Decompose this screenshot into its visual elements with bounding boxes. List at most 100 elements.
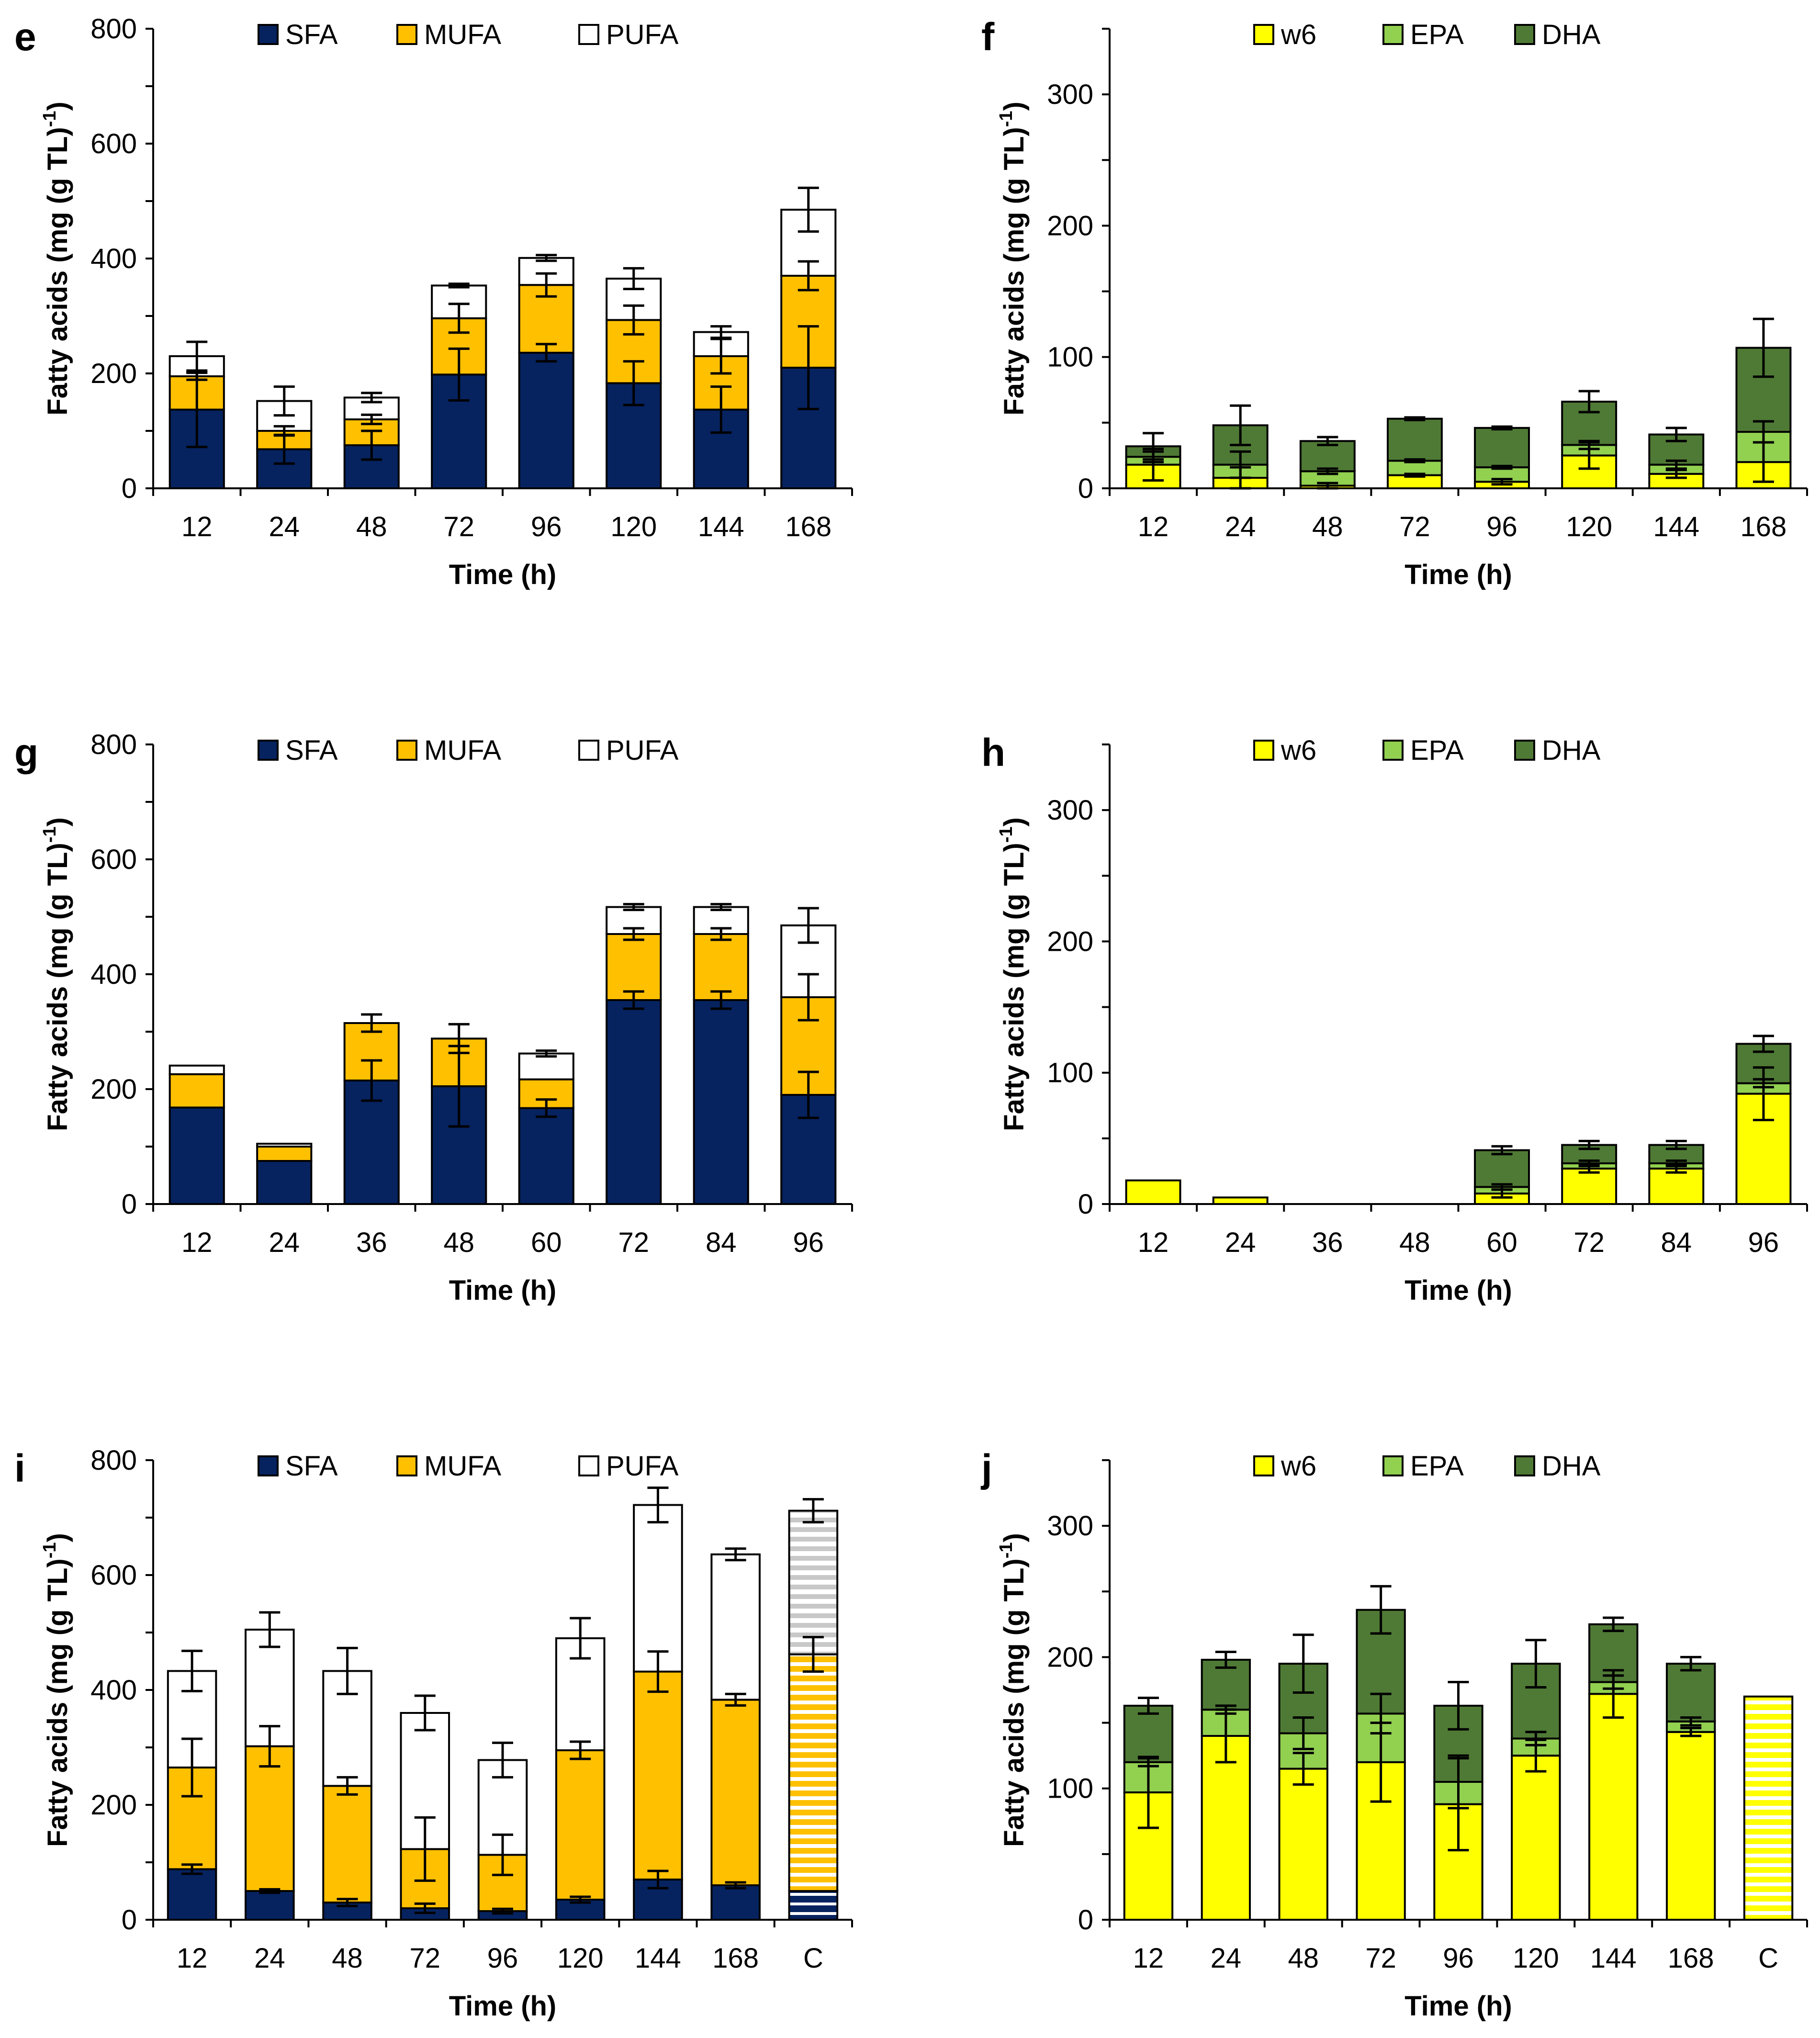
x-tick-label: 36: [356, 1227, 387, 1258]
y-tick-label: 200: [1047, 210, 1093, 241]
bar-dha-72: [1386, 417, 1443, 462]
y-tick-label: 100: [1047, 342, 1093, 373]
y-tick-label: 300: [1047, 795, 1093, 826]
y-axis-title: Fatty acids (mg (g TL)-1): [996, 1533, 1030, 1847]
y-tick-label: 600: [90, 1560, 137, 1591]
bar-pufa-60: [518, 1052, 574, 1081]
y-tick-label: 400: [90, 243, 137, 274]
legend-swatch-w6: [1253, 1455, 1274, 1476]
bar-pufa-12: [169, 1064, 225, 1075]
legend-swatch-dha: [1514, 1455, 1535, 1476]
x-axis-title: Time (h): [449, 1275, 557, 1306]
x-tick-label: C: [1758, 1943, 1778, 1974]
y-axis-title: Fatty acids (mg (g TL)-1): [40, 1533, 73, 1847]
legend-label-pufa: PUFA: [606, 735, 679, 766]
legend-swatch-w6: [1253, 740, 1274, 761]
bar-w6-72: [1561, 1167, 1618, 1205]
y-tick-label: 0: [122, 1904, 137, 1936]
legend-swatch-mufa: [396, 1455, 417, 1476]
x-tick-label: 144: [1653, 511, 1699, 542]
y-tick-label: 0: [122, 1189, 137, 1220]
bar-w6-84: [1648, 1167, 1705, 1205]
y-tick-label: 0: [122, 473, 137, 504]
x-tick-label: 24: [269, 1227, 300, 1258]
x-tick-label: 84: [1661, 1227, 1692, 1258]
x-tick-label: 144: [635, 1943, 681, 1974]
x-axis-title: Time (h): [1404, 1275, 1512, 1306]
bar-w6-48: [1278, 1768, 1328, 1921]
legend-label-sfa: SFA: [285, 1451, 338, 1482]
bar-sfa-96: [518, 351, 574, 489]
legend-label-dha: DHA: [1542, 735, 1601, 766]
bar-sfa-12: [169, 1106, 225, 1205]
x-tick-label: 12: [1138, 511, 1169, 542]
bar-sfa-24: [256, 1160, 313, 1205]
legend-label-pufa: PUFA: [606, 1451, 679, 1482]
x-axis-title: Time (h): [449, 559, 557, 590]
bar-w6-24: [1201, 1735, 1251, 1921]
bar-mufa-12: [169, 1073, 225, 1109]
x-tick-label: 96: [793, 1227, 824, 1258]
legend-swatch-pufa: [578, 1455, 599, 1476]
x-tick-label: 48: [1399, 1227, 1430, 1258]
x-tick-label: 72: [1365, 1943, 1396, 1974]
x-tick-label: 96: [531, 511, 562, 542]
y-tick-label: 100: [1047, 1058, 1093, 1089]
x-tick-label: 36: [1312, 1227, 1343, 1258]
y-tick-label: 0: [1078, 473, 1093, 504]
bar-w6-C: [1743, 1695, 1794, 1921]
y-tick-label: 0: [1078, 1904, 1093, 1936]
bar-w6-144: [1588, 1693, 1639, 1921]
bar-dha-60: [1474, 1149, 1530, 1188]
legend-swatch-w6: [1253, 24, 1274, 45]
x-tick-label: 120: [557, 1943, 604, 1974]
x-axis-title: Time (h): [1404, 559, 1512, 590]
y-tick-label: 200: [90, 1074, 137, 1105]
x-tick-label: 48: [1312, 511, 1343, 542]
y-tick-label: 200: [1047, 1642, 1093, 1673]
bar-pufa-168: [710, 1553, 761, 1701]
y-tick-label: 800: [90, 1445, 137, 1476]
bar-mufa-120: [555, 1749, 606, 1901]
bar-sfa-84: [693, 999, 749, 1205]
x-tick-label: 12: [181, 1227, 213, 1258]
legend-label-dha: DHA: [1542, 1451, 1601, 1482]
bar-sfa-24: [245, 1890, 295, 1921]
legend-label-w6: w6: [1281, 19, 1316, 50]
x-tick-label: 120: [1513, 1943, 1559, 1974]
x-tick-label: 48: [356, 511, 387, 542]
x-tick-label: 48: [332, 1943, 363, 1974]
legend-swatch-mufa: [396, 740, 417, 761]
y-tick-label: 400: [90, 1675, 137, 1706]
x-tick-label: 24: [254, 1943, 285, 1974]
chart-panel-f: f 0 100 200 300 Time (h) Fatty acids (mg (g TL…: [981, 15, 1808, 590]
x-tick-label: 24: [269, 511, 300, 542]
legend-label-pufa: PUFA: [606, 19, 679, 50]
bar-mufa-24: [245, 1745, 295, 1892]
bar-w6-120: [1511, 1755, 1561, 1921]
y-tick-label: 100: [1047, 1773, 1093, 1804]
x-tick-label: 12: [181, 511, 213, 542]
legend-swatch-epa: [1382, 740, 1404, 761]
x-tick-label: 72: [410, 1943, 441, 1974]
legend-label-mufa: MUFA: [424, 19, 501, 50]
legend-swatch-sfa: [258, 1455, 279, 1476]
legend-label-dha: DHA: [1542, 19, 1601, 50]
y-tick-label: 200: [1047, 926, 1093, 957]
x-tick-label: C: [803, 1943, 823, 1974]
bar-dha-168: [1665, 1663, 1716, 1723]
x-tick-label: 120: [1566, 511, 1612, 542]
legend-swatch-mufa: [396, 24, 417, 45]
legend-swatch-dha: [1514, 24, 1535, 45]
bar-sfa-12: [167, 1868, 217, 1921]
bar-mufa-168: [710, 1699, 761, 1886]
bar-sfa-72: [606, 999, 662, 1205]
x-tick-label: 84: [706, 1227, 737, 1258]
x-tick-label: 144: [1590, 1943, 1637, 1974]
x-tick-label: 72: [618, 1227, 649, 1258]
chart-panel-j: j 0 100 200 300 Time (h) Fatty acids (mg (g TL…: [980, 1447, 1808, 2022]
x-tick-label: 12: [177, 1943, 208, 1974]
legend-swatch-epa: [1382, 24, 1404, 45]
panel-letter: h: [981, 731, 1005, 775]
bar-sfa-60: [518, 1107, 574, 1205]
